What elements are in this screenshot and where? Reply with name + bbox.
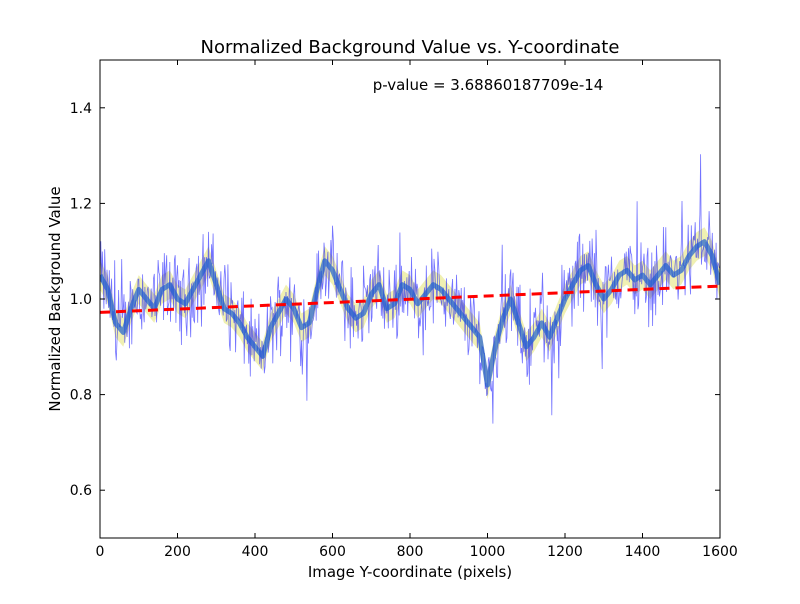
x-tick-label: 1400 [625, 544, 661, 560]
x-tick-label: 0 [96, 544, 105, 560]
tick-layer: 0 200 400 600 800 1000 1200 1400 1600 0.6 0.8 1.0 1.… [70, 60, 738, 560]
p-value-annotation: p-value = 3.68860187709e-14 [373, 76, 604, 94]
x-tick-label: 1000 [470, 544, 506, 560]
x-tick-label: 1600 [702, 544, 738, 560]
linear-fit-line [100, 284, 720, 314]
y-axis-label: Normalized Background Value [46, 186, 64, 411]
chart-title: Normalized Background Value vs. Y-coordi… [201, 37, 620, 58]
x-tick-label: 1200 [547, 544, 583, 560]
x-tick-label: 400 [242, 544, 269, 560]
y-tick-label: 1.0 [70, 292, 92, 308]
x-tick-label: 800 [397, 544, 424, 560]
y-tick-label: 0.8 [70, 388, 92, 404]
band-layer [100, 227, 720, 400]
x-tick-label: 200 [164, 544, 191, 560]
confidence-band [100, 227, 720, 400]
smoothed-series-line [100, 239, 720, 388]
y-tick-label: 0.6 [70, 483, 92, 499]
y-tick-label: 1.2 [70, 196, 92, 212]
plot-frame [99, 59, 721, 539]
x-tick-label: 600 [319, 544, 346, 560]
fit-layer [100, 284, 720, 314]
smoothed-layer [100, 239, 720, 388]
x-axis-label: Image Y-coordinate (pixels) [308, 563, 512, 581]
y-tick-label: 1.4 [70, 101, 92, 117]
